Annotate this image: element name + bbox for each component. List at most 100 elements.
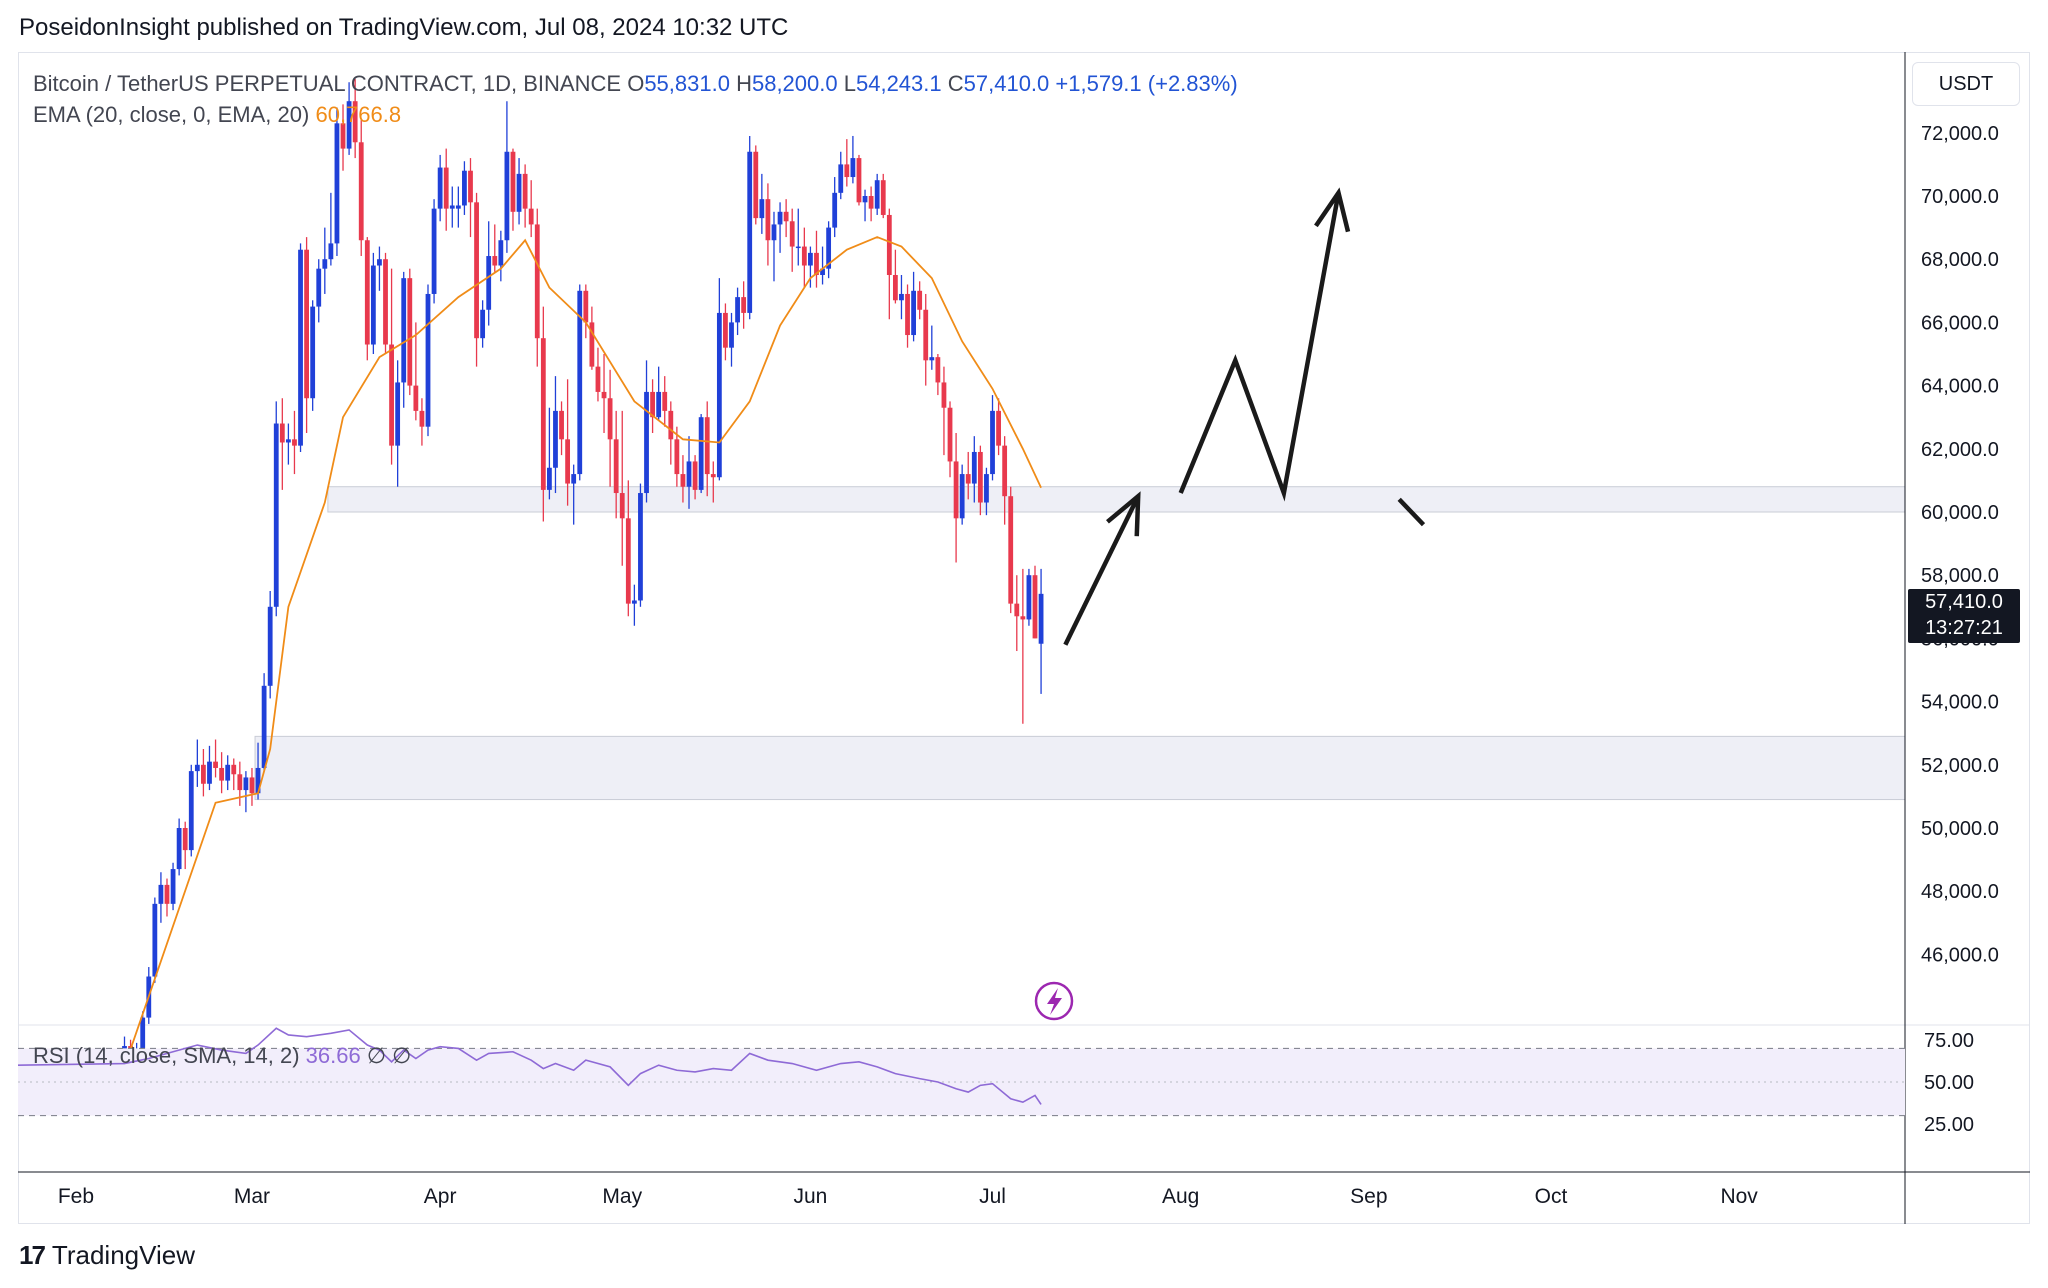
candle-body bbox=[856, 158, 862, 203]
candle-body bbox=[377, 259, 382, 266]
candle-body bbox=[868, 196, 874, 209]
candle-body bbox=[304, 249, 309, 399]
time-tick-label: Aug bbox=[1162, 1185, 1199, 1208]
arrow-head bbox=[1314, 187, 1351, 233]
tradingview-logo[interactable]: 17 TradingView bbox=[19, 1240, 195, 1271]
candle-body bbox=[516, 173, 522, 212]
candle-body bbox=[455, 205, 461, 209]
candle-body bbox=[959, 474, 965, 519]
candle-body bbox=[759, 199, 765, 219]
candle-body bbox=[911, 290, 916, 336]
candle-body bbox=[401, 278, 407, 383]
candle-body bbox=[850, 158, 856, 178]
candle-body bbox=[1002, 445, 1008, 497]
rsi-label: RSI (14, close, SMA, 14, 2) bbox=[33, 1043, 300, 1068]
candle-body bbox=[437, 167, 443, 209]
currency-label: USDT bbox=[1938, 72, 1994, 95]
candle-body bbox=[583, 290, 589, 323]
rsi-legend[interactable]: RSI (14, close, SMA, 14, 2) 36.66 ∅ ∅ bbox=[33, 1043, 411, 1069]
rsi-line bbox=[17, 1027, 1042, 1105]
candle-body bbox=[704, 417, 710, 475]
candle-body bbox=[176, 828, 182, 870]
support-zones bbox=[254, 486, 1906, 801]
arrow-head bbox=[1106, 491, 1141, 537]
candle-body bbox=[874, 180, 880, 209]
rsi-value: 36.66 bbox=[305, 1043, 361, 1068]
candle-body bbox=[534, 224, 540, 339]
ema-label: EMA (20, close, 0, EMA, 20) bbox=[33, 102, 310, 127]
candle-body bbox=[613, 439, 619, 494]
candle-body bbox=[370, 265, 376, 345]
symbol-legend: Bitcoin / TetherUS PERPETUAL CONTRACT, 1… bbox=[33, 68, 1238, 130]
candle-body bbox=[389, 344, 394, 446]
candle-body bbox=[243, 777, 249, 791]
time-tick-label: Mar bbox=[234, 1185, 270, 1208]
candle-body bbox=[310, 306, 316, 399]
time-tick-label: Jun bbox=[793, 1185, 827, 1208]
candle-body bbox=[765, 199, 771, 241]
candle-body bbox=[504, 151, 510, 241]
candle-body bbox=[625, 518, 631, 604]
candle-body bbox=[207, 761, 212, 784]
time-tick-label: Sep bbox=[1350, 1185, 1387, 1208]
candle-body bbox=[662, 391, 668, 411]
currency-selector[interactable]: USDT bbox=[1912, 62, 2020, 106]
price-tick-label: 60,000.0 bbox=[1921, 502, 1999, 524]
candle-body bbox=[474, 202, 479, 339]
candle-body bbox=[285, 439, 291, 443]
candle-body bbox=[425, 293, 431, 427]
candle-body bbox=[631, 600, 637, 604]
candle-body bbox=[844, 164, 850, 178]
candle-body bbox=[753, 151, 759, 219]
candle-body bbox=[553, 410, 558, 468]
candle-body bbox=[443, 167, 449, 209]
candle-body bbox=[971, 451, 977, 484]
bar-countdown: 13:27:21 bbox=[1925, 617, 2003, 639]
price-tick-label: 64,000.0 bbox=[1921, 376, 1999, 398]
candle-body bbox=[577, 290, 583, 475]
candle-body bbox=[267, 606, 273, 686]
candle-body bbox=[237, 774, 243, 791]
candle-body bbox=[723, 312, 728, 348]
low-value: 54,243.1 bbox=[855, 71, 942, 96]
candle-body bbox=[638, 493, 643, 601]
candle-body bbox=[729, 322, 734, 348]
tradingview-logo-icon: 17 bbox=[19, 1240, 46, 1270]
candle-body bbox=[201, 764, 206, 784]
last-price: 57,410.0 bbox=[1925, 591, 2003, 613]
candle-body bbox=[395, 382, 401, 446]
candle-body bbox=[862, 196, 868, 203]
candle-body bbox=[231, 764, 237, 775]
candle-body bbox=[899, 293, 904, 301]
candle-body bbox=[789, 221, 795, 247]
axes: 46,000.0 48,000.0 50,000.0 52,000.0 54,000.0… bbox=[58, 123, 1999, 1208]
candle-body bbox=[1026, 575, 1032, 620]
candle-body bbox=[528, 208, 534, 225]
high-label: H bbox=[736, 71, 752, 96]
rsi-tick-label: 75.00 bbox=[1924, 1030, 1974, 1052]
candle-body bbox=[449, 205, 455, 209]
candle-body bbox=[905, 293, 910, 336]
candle-body bbox=[984, 474, 989, 503]
candle-body bbox=[316, 268, 322, 307]
candle-body bbox=[777, 211, 783, 225]
candle-body bbox=[735, 297, 740, 323]
candle-body bbox=[468, 170, 473, 203]
candle-body bbox=[140, 1017, 146, 1050]
ema-legend[interactable]: EMA (20, close, 0, EMA, 20) 60,766.8 bbox=[33, 99, 1238, 130]
candle-body bbox=[152, 903, 158, 977]
candle-body bbox=[158, 884, 164, 904]
candle-body bbox=[886, 214, 892, 275]
price-tick-label: 46,000.0 bbox=[1921, 944, 1999, 966]
candle-body bbox=[808, 252, 813, 266]
price-tick-label: 58,000.0 bbox=[1921, 565, 1999, 587]
projection-path bbox=[1063, 495, 1141, 646]
candle-body bbox=[698, 417, 704, 490]
support-zone bbox=[254, 735, 1906, 801]
candle-body bbox=[188, 771, 194, 851]
candle-body bbox=[990, 410, 995, 475]
close-label: C bbox=[947, 71, 964, 96]
candle-body bbox=[686, 461, 692, 487]
candle-body bbox=[601, 391, 607, 399]
